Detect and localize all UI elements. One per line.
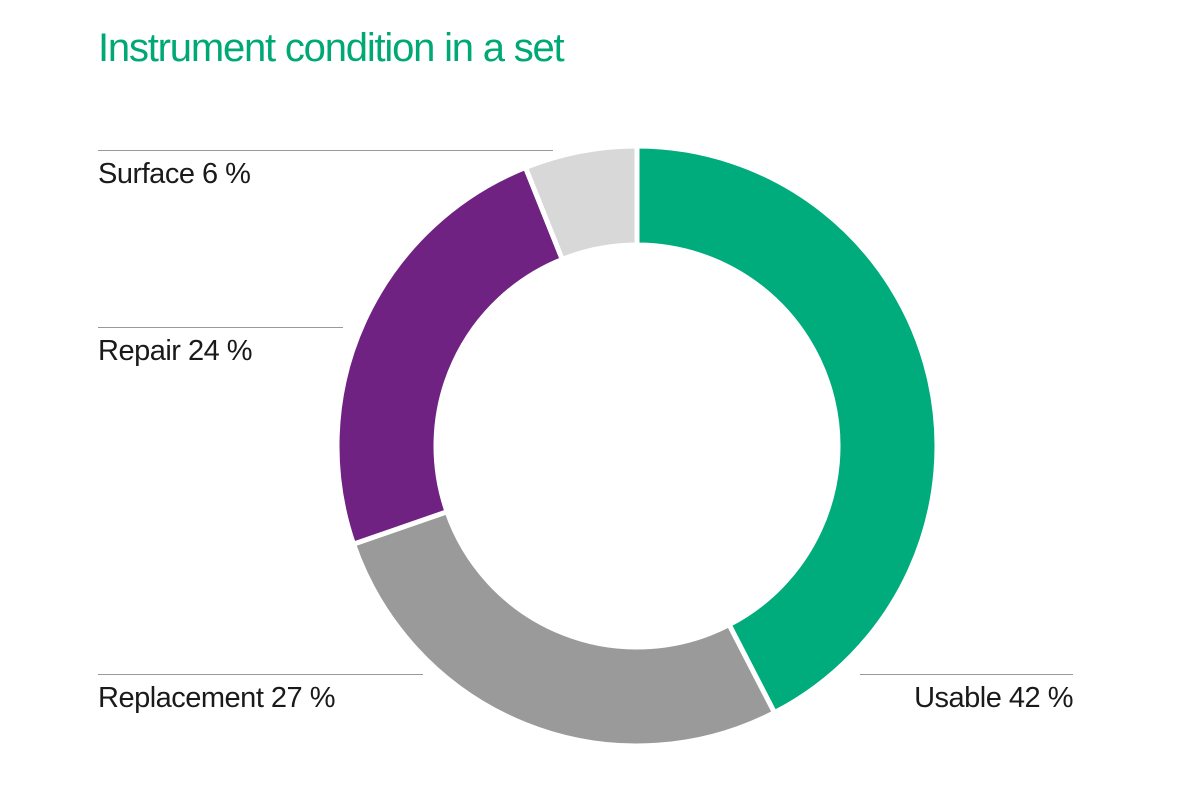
label-replacement: Replacement 27 % (98, 682, 336, 714)
chart-title: Instrument condition in a set (98, 26, 565, 70)
leader-line-surface (98, 150, 553, 151)
donut-segment-replacement (350, 508, 778, 749)
label-surface: Surface 6 % (98, 158, 251, 190)
callout-replacement: Replacement 27 % (98, 674, 423, 715)
callout-usable: Usable 42 % (860, 674, 1074, 715)
donut-segment-usable (634, 143, 940, 717)
leader-line-replacement (98, 674, 423, 675)
leader-line-repair (98, 327, 343, 328)
callout-surface: Surface 6 % (98, 150, 553, 191)
label-repair: Repair 24 % (98, 335, 253, 367)
donut-segment-surface (522, 143, 640, 263)
donut-segment-repair (334, 164, 566, 548)
leader-line-usable (860, 674, 1073, 675)
callout-repair: Repair 24 % (98, 327, 343, 368)
label-usable: Usable 42 % (914, 682, 1073, 714)
